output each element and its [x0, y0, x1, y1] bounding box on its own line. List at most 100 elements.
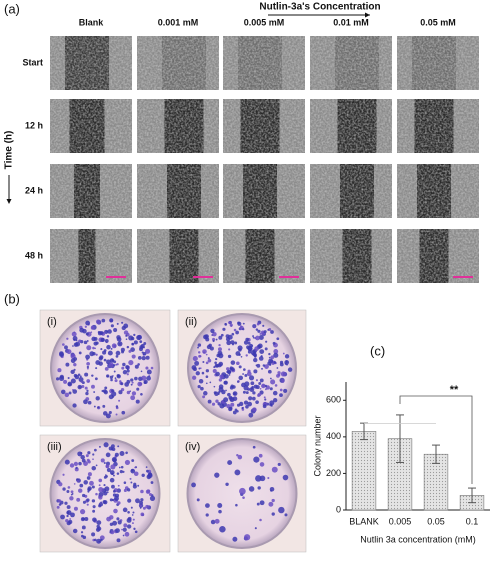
colony [123, 330, 129, 335]
colony [257, 329, 261, 333]
colony [219, 374, 224, 379]
colony [245, 354, 248, 357]
colony [150, 481, 154, 484]
colony [285, 360, 288, 363]
colony [259, 500, 265, 506]
colony [82, 500, 86, 504]
colony [265, 340, 268, 343]
colony [197, 343, 202, 347]
colony [142, 351, 147, 356]
colony [82, 535, 87, 540]
colony [104, 338, 109, 343]
colony [109, 498, 113, 502]
colony [85, 354, 90, 360]
texture [397, 99, 479, 153]
colony [212, 331, 217, 337]
colony [192, 356, 198, 362]
colony [264, 347, 268, 351]
colony [73, 342, 79, 347]
colony [146, 469, 149, 473]
colony [268, 356, 271, 359]
colony [115, 350, 121, 356]
colony [70, 490, 74, 494]
colony [205, 353, 208, 356]
colony [67, 376, 70, 380]
colony [102, 404, 106, 408]
column-header: 0.01 mM [333, 17, 369, 27]
colony [83, 399, 88, 405]
colony [198, 367, 201, 370]
colony [276, 367, 279, 369]
colony [126, 390, 131, 395]
colony [114, 379, 118, 383]
colony [95, 341, 99, 345]
colony [213, 391, 217, 395]
colony [91, 465, 97, 471]
colony [115, 528, 120, 533]
colony [247, 387, 249, 389]
colony [121, 528, 123, 531]
colony [80, 531, 84, 534]
colony [110, 378, 113, 382]
colony [237, 380, 239, 383]
colony [78, 377, 84, 383]
colony [106, 344, 111, 350]
colony [130, 347, 135, 352]
colony [108, 410, 112, 415]
colony [130, 468, 134, 472]
colony [242, 373, 244, 375]
colony [109, 470, 115, 475]
colony [217, 347, 222, 352]
colony [127, 498, 132, 503]
colony [201, 371, 205, 375]
colony [91, 325, 94, 329]
colony [109, 318, 114, 323]
colony [149, 495, 156, 501]
colony [243, 400, 249, 405]
colony [92, 505, 96, 509]
colony [276, 337, 280, 341]
colony [137, 484, 140, 487]
colony [84, 372, 89, 377]
colony [259, 349, 265, 355]
colony [120, 465, 124, 469]
colony [70, 493, 73, 496]
colony [139, 345, 144, 350]
colony [111, 343, 117, 349]
colony [98, 478, 103, 483]
colony [140, 393, 143, 396]
colony [91, 499, 96, 503]
colony [210, 519, 216, 525]
colony [248, 375, 255, 381]
colony [75, 466, 78, 469]
colony [254, 346, 259, 352]
colony [145, 466, 148, 468]
colony [73, 368, 76, 371]
colony [205, 382, 208, 385]
colony [58, 503, 62, 506]
colony [126, 488, 131, 492]
colony [86, 476, 91, 480]
colony [140, 370, 143, 373]
colony [117, 484, 120, 487]
colony [84, 386, 88, 390]
colony [246, 371, 252, 377]
colony [214, 472, 220, 478]
colony [202, 395, 206, 399]
colony [212, 368, 217, 374]
colony [248, 396, 253, 401]
colony [67, 486, 71, 489]
x-tick-label: 0.1 [466, 516, 479, 526]
colony [118, 390, 123, 395]
colony [223, 380, 228, 385]
colony [69, 518, 71, 520]
significance-bracket [399, 395, 473, 485]
colony [134, 364, 139, 369]
colony [214, 361, 217, 365]
colony [205, 375, 209, 379]
colony [139, 340, 143, 344]
colony [268, 501, 274, 507]
annotation: ** [450, 384, 459, 396]
column-header: 0.05 mM [420, 17, 456, 27]
colony [272, 398, 278, 403]
